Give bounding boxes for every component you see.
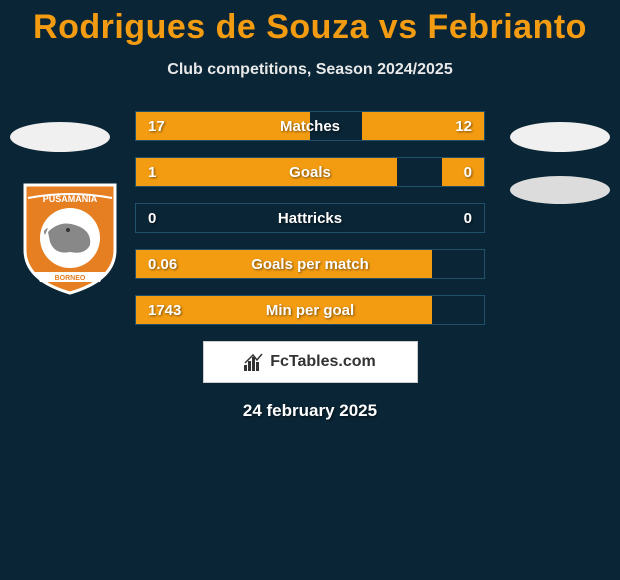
- player-left-avatar: [10, 122, 110, 152]
- stat-label: Min per goal: [266, 302, 354, 319]
- stat-label: Goals: [289, 164, 331, 181]
- subtitle: Club competitions, Season 2024/2025: [0, 61, 620, 79]
- stat-bar: 0.06 Goals per match: [135, 249, 485, 279]
- stat-bar-left: [136, 158, 397, 186]
- page-title: Rodrigues de Souza vs Febrianto: [0, 0, 620, 47]
- stat-bar: 1 Goals 0: [135, 157, 485, 187]
- bar-chart-icon: [244, 353, 264, 371]
- stat-value-right: 0: [464, 210, 472, 227]
- player-right-club-avatar: [510, 176, 610, 204]
- stat-label: Hattricks: [278, 210, 342, 227]
- stat-bar: 17 Matches 12: [135, 111, 485, 141]
- stat-row: 0 Hattricks 0: [135, 203, 485, 233]
- stat-value-right: 12: [455, 118, 472, 135]
- stat-label: Matches: [280, 118, 340, 135]
- stat-bar: 1743 Min per goal: [135, 295, 485, 325]
- svg-text:PUSAMANIA: PUSAMANIA: [43, 194, 98, 204]
- brand-box[interactable]: FcTables.com: [203, 341, 418, 383]
- stat-label: Goals per match: [251, 256, 369, 273]
- stat-bar: 0 Hattricks 0: [135, 203, 485, 233]
- svg-text:BORNEO: BORNEO: [55, 275, 86, 282]
- brand-text: FcTables.com: [270, 353, 376, 371]
- stats-container: 17 Matches 12 1 Goals 0 0 Hattricks 0 0.…: [135, 111, 485, 325]
- stat-row: 0.06 Goals per match: [135, 249, 485, 279]
- stat-row: 1 Goals 0: [135, 157, 485, 187]
- stat-value-right: 0: [464, 164, 472, 181]
- stat-value-left: 0.06: [148, 256, 177, 273]
- player-right-avatar: [510, 122, 610, 152]
- stat-value-left: 0: [148, 210, 156, 227]
- stat-row: 1743 Min per goal: [135, 295, 485, 325]
- stat-value-left: 1: [148, 164, 156, 181]
- player-left-club-badge: PUSAMANIA BORNEO: [20, 180, 120, 295]
- date-label: 24 february 2025: [0, 401, 620, 421]
- stat-row: 17 Matches 12: [135, 111, 485, 141]
- stat-value-left: 1743: [148, 302, 181, 319]
- stat-value-left: 17: [148, 118, 165, 135]
